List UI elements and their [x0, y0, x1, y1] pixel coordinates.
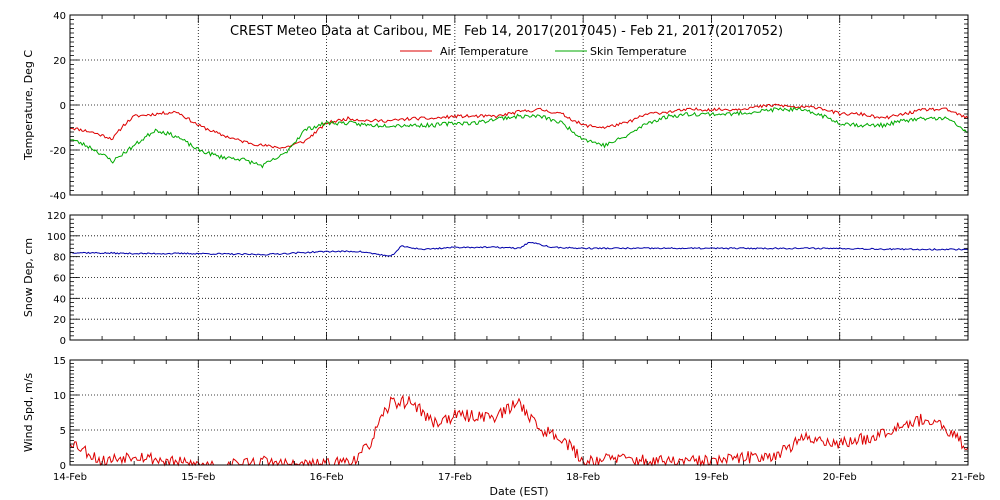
x-tick-label-0: 14-Feb: [53, 472, 87, 483]
y-tick-label-snow-depth-4: 80: [53, 253, 66, 264]
y-tick-label-temperature-4: 40: [53, 11, 66, 22]
x-tick-label-6: 20-Feb: [823, 472, 857, 483]
series-line-snow-depth-0: [69, 241, 969, 257]
y-tick-label-wind-speed-3: 15: [53, 356, 66, 367]
y-axis-title-wind-speed: Wind Spd, m/s: [22, 373, 35, 453]
ticks-layer: [69, 15, 969, 465]
legend-label-air-temperature: Air Temperature: [440, 45, 529, 58]
grid-layer: [70, 15, 968, 465]
x-tick-label-1: 15-Feb: [181, 472, 215, 483]
x-tick-label-3: 17-Feb: [438, 472, 472, 483]
y-tick-label-wind-speed-0: 0: [60, 461, 66, 472]
y-tick-label-snow-depth-5: 100: [47, 232, 66, 243]
series-line-temperature-1: [69, 106, 969, 169]
x-tick-label-7: 21-Feb: [951, 472, 985, 483]
y-tick-label-snow-depth-0: 0: [60, 336, 66, 347]
y-tick-label-temperature-0: -40: [50, 191, 66, 202]
y-tick-label-temperature-1: -20: [50, 146, 66, 157]
y-tick-label-snow-depth-2: 40: [53, 294, 66, 305]
series-line-temperature-0: [69, 103, 969, 149]
y-tick-label-wind-speed-1: 5: [60, 426, 66, 437]
y-axis-title-temperature: Temperature, Deg C: [22, 50, 35, 161]
y-tick-label-wind-speed-2: 10: [53, 391, 66, 402]
y-tick-label-temperature-2: 0: [60, 101, 66, 112]
x-tick-label-2: 16-Feb: [310, 472, 344, 483]
panel-frame-temperature: [69, 14, 969, 196]
x-tick-label-5: 19-Feb: [694, 472, 728, 483]
legend-label-skin-temperature: Skin Temperature: [590, 45, 687, 58]
series-line-wind-speed-0: [69, 394, 969, 467]
x-axis-title: Date (EST): [489, 485, 548, 498]
legend: Air Temperature Skin Temperature: [400, 45, 687, 58]
labels-layer: -40 -20 0 20 40 Temperature, Deg C 0 20 40 60 80 10…: [22, 11, 985, 483]
x-tick-label-4: 18-Feb: [566, 472, 600, 483]
y-tick-label-snow-depth-3: 60: [53, 274, 66, 285]
y-tick-label-temperature-3: 20: [53, 56, 66, 67]
series-layer: [69, 103, 969, 467]
y-axis-title-snow-depth: Snow Dep, cm: [22, 238, 35, 317]
panel-frame-snow-depth: [69, 214, 969, 341]
panel-frame-wind-speed: [69, 359, 969, 466]
y-tick-label-snow-depth-6: 120: [47, 211, 66, 222]
y-tick-label-snow-depth-1: 20: [53, 315, 66, 326]
chart-title: CREST Meteo Data at Caribou, ME Feb 14, …: [230, 24, 783, 39]
